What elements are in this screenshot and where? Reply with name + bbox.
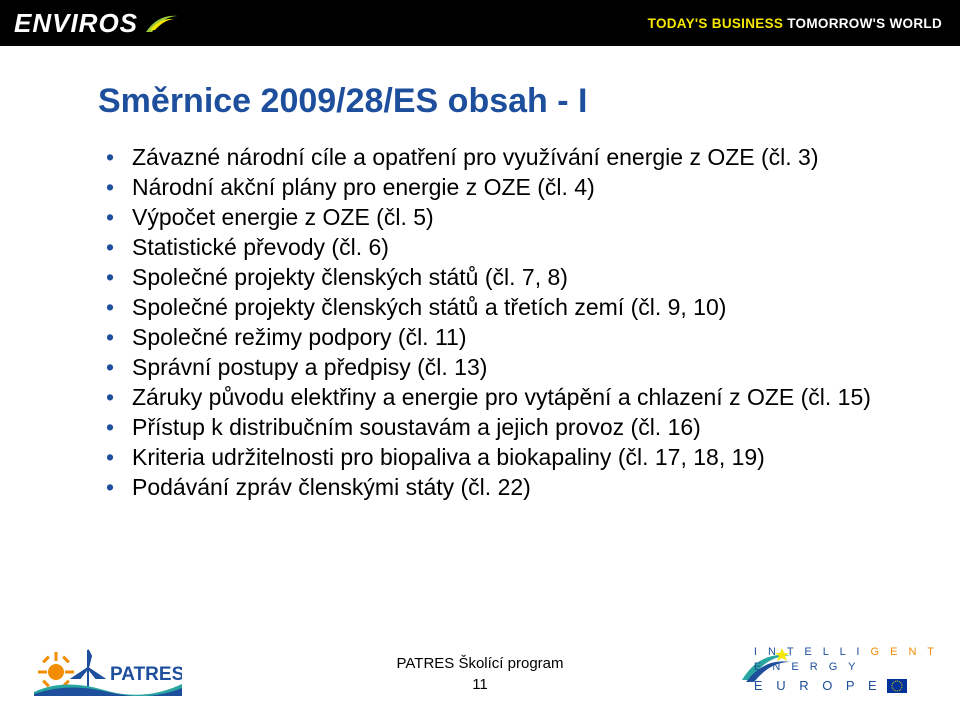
tagline-suffix: TOMORROW'S WORLD xyxy=(783,16,942,31)
footer: PATRES PATRES Školící program 11 I N T E… xyxy=(0,625,960,711)
header-tagline: TODAY'S BUSINESS TOMORROW'S WORLD xyxy=(648,16,942,31)
ie-line-2: E N E R G Y xyxy=(754,660,938,675)
patres-logo: PATRES xyxy=(34,634,182,701)
footer-center: PATRES Školící program 11 xyxy=(397,655,564,693)
ie-europe-row: E U R O P E xyxy=(754,678,938,693)
ie-line-1: I N T E L L I G E N T xyxy=(754,645,938,660)
ie-intelli: I N T E L L I xyxy=(754,646,863,658)
slide-title: Směrnice 2009/28/ES obsah - I xyxy=(98,82,900,121)
list-item: Závazné národní cíle a opatření pro využ… xyxy=(106,143,900,172)
enviros-logo: ENVIROS xyxy=(14,8,182,39)
intelligent-energy-brand: I N T E L L I G E N T E N E R G Y E U R … xyxy=(754,645,938,693)
ie-gent: G E N T xyxy=(863,646,938,658)
list-item: Záruky původu elektřiny a energie pro vy… xyxy=(106,383,900,412)
list-item: Kriteria udržitelnosti pro biopaliva a b… xyxy=(106,443,900,472)
page-number: 11 xyxy=(397,676,564,693)
svg-text:PATRES: PATRES xyxy=(110,664,182,685)
tagline-prefix: TODAY'S BUSINESS xyxy=(648,16,784,31)
list-item: Společné projekty členských států a třet… xyxy=(106,293,900,322)
list-item: Podávání zpráv členskými státy (čl. 22) xyxy=(106,473,900,502)
bullet-list: Závazné národní cíle a opatření pro využ… xyxy=(98,143,900,502)
list-item: Přístup k distribučním soustavám a jejic… xyxy=(106,413,900,442)
list-item: Národní akční plány pro energie z OZE (č… xyxy=(106,173,900,202)
ie-europe-text: E U R O P E xyxy=(754,678,882,693)
eu-flag-icon xyxy=(887,679,907,693)
list-item: Správní postupy a předpisy (čl. 13) xyxy=(106,353,900,382)
list-item: Statistické převody (čl. 6) xyxy=(106,233,900,262)
enviros-wordmark: ENVIROS xyxy=(14,8,138,39)
header-bar: ENVIROS TODAY'S BUSINESS TOMORROW'S WORL… xyxy=(0,0,960,46)
program-label: PATRES Školící program xyxy=(397,655,564,672)
slide-content: Směrnice 2009/28/ES obsah - I Závazné ná… xyxy=(0,46,960,502)
list-item: Společné projekty členských států (čl. 7… xyxy=(106,263,900,292)
list-item: Společné režimy podpory (čl. 11) xyxy=(106,323,900,352)
list-item: Výpočet energie z OZE (čl. 5) xyxy=(106,203,900,232)
enviros-swoosh-icon xyxy=(144,10,182,36)
